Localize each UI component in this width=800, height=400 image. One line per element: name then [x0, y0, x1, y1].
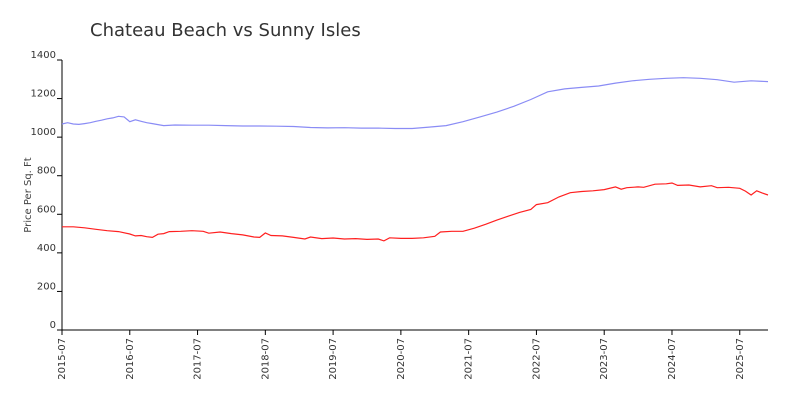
- x-tick-label: 2023-07: [599, 338, 610, 380]
- x-tick-label: 2017-07: [193, 338, 204, 380]
- y-axis-label: Price Per Sq. Ft: [23, 157, 34, 232]
- y-tick-label: 0: [50, 320, 56, 331]
- y-axis-ticks: 0 200 400 600 800 1000 1200 1400: [31, 50, 62, 331]
- x-tick-label: 2016-07: [125, 338, 136, 380]
- series-line-2: [62, 182, 769, 242]
- x-tick-label: 2020-07: [396, 338, 407, 380]
- chart-title: Chateau Beach vs Sunny Isles: [90, 20, 361, 41]
- y-tick-label: 200: [37, 281, 56, 292]
- x-tick-label: 2018-07: [260, 338, 271, 380]
- x-tick-label: 2025-07: [735, 338, 746, 380]
- y-tick-label: 1000: [31, 127, 56, 138]
- y-tick-label: 400: [37, 243, 56, 254]
- x-tick-label: 2015-07: [57, 338, 68, 380]
- x-tick-label: 2024-07: [667, 338, 678, 380]
- x-tick-label: 2019-07: [328, 338, 339, 380]
- x-axis-ticks: 2015-07 2016-07 2017-07 2018-07 2019-07 2020-…: [57, 330, 746, 380]
- y-tick-label: 600: [37, 204, 56, 215]
- y-tick-label: 800: [37, 166, 56, 177]
- x-tick-label: 2022-07: [531, 338, 542, 380]
- x-tick-label: 2021-07: [464, 338, 475, 380]
- y-tick-label: 1400: [31, 50, 56, 61]
- series-lines: [61, 77, 769, 242]
- series-line-1: [61, 77, 769, 130]
- y-tick-label: 1200: [31, 89, 56, 100]
